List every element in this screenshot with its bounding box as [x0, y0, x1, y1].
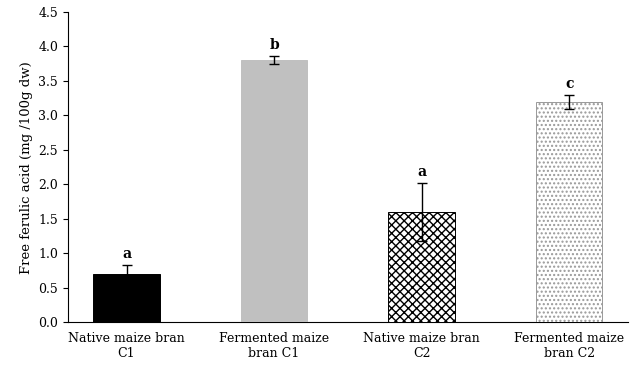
Bar [93, 274, 160, 322]
Text: a: a [417, 165, 426, 179]
Bar [241, 60, 308, 322]
Y-axis label: Free ferulic acid (mg /100g dw): Free ferulic acid (mg /100g dw) [20, 61, 33, 273]
Bar [389, 212, 455, 322]
Text: a: a [122, 247, 131, 261]
Text: b: b [269, 38, 279, 52]
Bar [536, 102, 602, 322]
Text: c: c [565, 77, 574, 91]
